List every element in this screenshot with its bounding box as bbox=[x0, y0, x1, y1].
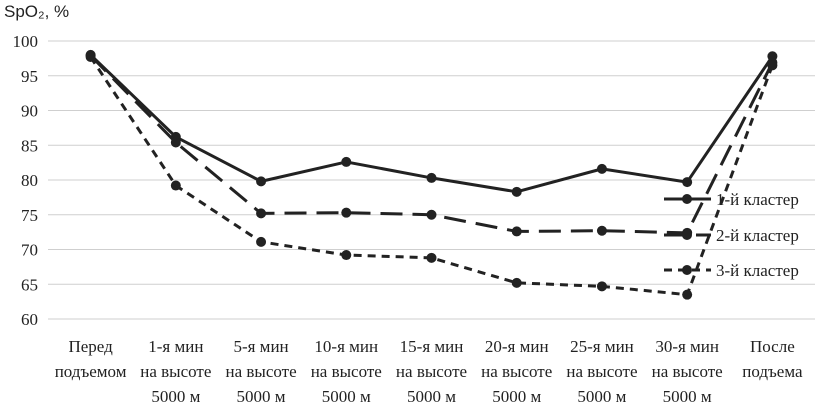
x-tick-label: на высоте bbox=[481, 362, 552, 381]
x-tick-label: 10-я мин bbox=[314, 337, 378, 356]
x-tick-label: 5000 м bbox=[663, 387, 712, 406]
legend-item-2: 2-й кластер bbox=[664, 226, 799, 245]
x-tick-label: 5000 м bbox=[492, 387, 541, 406]
x-tick-label: на высоте bbox=[140, 362, 211, 381]
y-tick-label: 95 bbox=[21, 67, 38, 86]
x-tick-label: 5-я мин bbox=[233, 337, 288, 356]
data-point bbox=[426, 252, 437, 263]
data-point bbox=[170, 137, 181, 148]
x-tick-label: 1-я мин bbox=[148, 337, 203, 356]
data-point bbox=[511, 277, 522, 288]
x-tick-label: 5000 м bbox=[237, 387, 286, 406]
data-point bbox=[341, 250, 352, 261]
x-tick-label: на высоте bbox=[311, 362, 382, 381]
data-point bbox=[596, 281, 607, 292]
x-tick-label: на высоте bbox=[225, 362, 296, 381]
x-tick-label: на высоте bbox=[566, 362, 637, 381]
data-point bbox=[426, 172, 437, 183]
data-point bbox=[682, 289, 693, 300]
x-tick-label: подъемом bbox=[55, 362, 127, 381]
y-tick-label: 100 bbox=[13, 32, 39, 51]
y-tick-label: 85 bbox=[21, 136, 38, 155]
data-point bbox=[511, 226, 522, 237]
x-tick-label: подъема bbox=[742, 362, 803, 381]
y-tick-label: 60 bbox=[21, 310, 38, 329]
data-point bbox=[511, 186, 522, 197]
legend-label: 1-й кластер bbox=[716, 190, 799, 209]
legend-marker bbox=[682, 230, 692, 240]
legend-marker bbox=[682, 265, 692, 275]
data-point bbox=[596, 163, 607, 174]
x-tick-label: 20-я мин bbox=[485, 337, 549, 356]
y-tick-label: 75 bbox=[21, 206, 38, 225]
data-point bbox=[596, 225, 607, 236]
data-point bbox=[767, 60, 778, 71]
y-tick-label: 65 bbox=[21, 275, 38, 294]
x-tick-label: 15-я мин bbox=[400, 337, 464, 356]
data-point bbox=[682, 177, 693, 188]
legend-label: 3-й кластер bbox=[716, 261, 799, 280]
legend-label: 2-й кластер bbox=[716, 226, 799, 245]
x-tick-label: Перед bbox=[68, 337, 113, 356]
x-tick-label: на высоте bbox=[396, 362, 467, 381]
series-group bbox=[85, 49, 778, 300]
x-tick-label: 5000 м bbox=[577, 387, 626, 406]
data-point bbox=[341, 207, 352, 218]
data-point bbox=[256, 208, 267, 219]
legend-item-3: 3-й кластер bbox=[664, 261, 799, 280]
data-point bbox=[85, 51, 96, 62]
legend-item-1: 1-й кластер bbox=[664, 190, 799, 209]
x-tick-label: 5000 м bbox=[322, 387, 371, 406]
data-point bbox=[426, 209, 437, 220]
x-tick-label: 25-я мин bbox=[570, 337, 634, 356]
y-tick-label: 70 bbox=[21, 241, 38, 260]
legend-marker bbox=[682, 194, 692, 204]
x-tick-label: После bbox=[750, 337, 795, 356]
data-point bbox=[170, 180, 181, 191]
y-axis-label: SpO₂, % bbox=[4, 2, 69, 21]
y-tick-label: 80 bbox=[21, 171, 38, 190]
x-tick-label: 30-я мин bbox=[655, 337, 719, 356]
y-tick-labels: 100 95 90 85 80 75 70 65 60 bbox=[13, 32, 39, 329]
x-tick-label: на высоте bbox=[652, 362, 723, 381]
x-tick-label: 5000 м bbox=[151, 387, 200, 406]
data-point bbox=[341, 156, 352, 167]
data-point bbox=[256, 176, 267, 187]
legend: 1-й кластер 2-й кластер 3-й кластер bbox=[664, 190, 799, 280]
data-point bbox=[256, 236, 267, 247]
y-tick-label: 90 bbox=[21, 102, 38, 121]
x-tick-labels: Перед подъемом 1-я мин на высоте 5000 м 5-я м… bbox=[55, 337, 803, 406]
x-tick-label: 5000 м bbox=[407, 387, 456, 406]
